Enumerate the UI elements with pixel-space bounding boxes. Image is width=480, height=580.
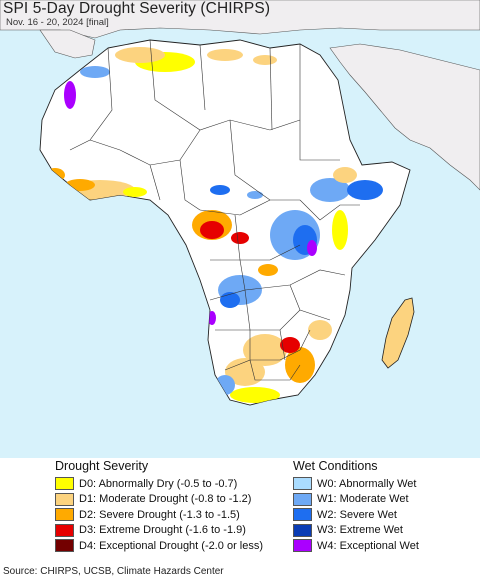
iberia-landmass <box>39 29 96 59</box>
africa-map <box>0 0 480 406</box>
drought-legend-title: Drought Severity <box>55 459 149 473</box>
anomaly-patch <box>115 47 165 63</box>
anomaly-patch <box>307 240 317 256</box>
legend-item-w4: W4: Exceptional Wet <box>293 538 419 554</box>
legend-item-d1: D1: Moderate Drought (-0.8 to -1.2) <box>55 492 263 508</box>
legend-label: D0: Abnormally Dry (-0.5 to -0.7) <box>79 477 238 490</box>
drought-legend: Drought Severity D0: Abnormally Dry (-0.… <box>55 459 263 554</box>
legend-swatch <box>293 477 312 491</box>
legend-swatch <box>55 492 74 506</box>
wet-legend-title: Wet Conditions <box>293 459 378 473</box>
legend-label: W2: Severe Wet <box>317 508 397 521</box>
legend-swatch <box>55 523 74 537</box>
madagascar-landmass <box>381 297 415 369</box>
anomaly-patch <box>308 320 332 340</box>
legend-swatch <box>55 508 74 522</box>
anomaly-patch <box>243 334 287 366</box>
anomaly-patch <box>80 66 110 78</box>
legend-item-d4: D4: Exceptional Drought (-2.0 or less) <box>55 538 263 554</box>
anomaly-patch <box>332 210 348 250</box>
legend-label: W0: Abnormally Wet <box>317 477 417 490</box>
legend-label: D4: Exceptional Drought (-2.0 or less) <box>79 539 264 552</box>
legend-item-w1: W1: Moderate Wet <box>293 492 419 508</box>
legend-swatch <box>293 523 312 537</box>
legend-swatch <box>293 508 312 522</box>
legend-label: W3: Extreme Wet <box>317 524 403 537</box>
anomaly-patch <box>333 167 357 183</box>
anomaly-patch <box>247 191 263 199</box>
legend-swatch <box>293 492 312 506</box>
anomaly-patch <box>210 185 230 195</box>
anomaly-patch <box>45 168 65 182</box>
legend-swatch <box>55 539 74 553</box>
legend-swatch <box>55 477 74 491</box>
legend-label: D3: Extreme Drought (-1.6 to -1.9) <box>79 524 246 537</box>
anomaly-patch <box>64 81 76 109</box>
legend-swatch <box>293 539 312 553</box>
anomaly-patch <box>258 264 278 276</box>
anomaly-patch <box>208 311 216 325</box>
europe-landmass <box>0 0 480 39</box>
anomaly-patch <box>347 180 383 200</box>
legend-item-w2: W2: Severe Wet <box>293 507 419 523</box>
anomaly-patch <box>310 178 350 202</box>
anomaly-patch <box>231 232 249 244</box>
anomaly-patch <box>253 55 277 65</box>
map-title: SPI 5-Day Drought Severity (CHIRPS) <box>3 0 271 17</box>
legend-item-w0: W0: Abnormally Wet <box>293 476 419 492</box>
anomaly-patch <box>280 337 300 353</box>
legend-item-d0: D0: Abnormally Dry (-0.5 to -0.7) <box>55 476 263 492</box>
middle-east-landmass <box>329 43 480 191</box>
legend-item-d2: D2: Severe Drought (-1.3 to -1.5) <box>55 507 263 523</box>
legend-label: W4: Exceptional Wet <box>317 539 419 552</box>
anomaly-layer <box>45 47 383 403</box>
source-credit: Source: CHIRPS, UCSB, Climate Hazards Ce… <box>3 566 224 577</box>
country-borders <box>69 39 360 381</box>
anomaly-patch <box>123 187 147 197</box>
map-subtitle: Nov. 16 - 20, 2024 [final] <box>6 17 109 28</box>
legend-label: D1: Moderate Drought (-0.8 to -1.2) <box>79 493 252 506</box>
legend-label: W1: Moderate Wet <box>317 493 409 506</box>
legend-label: D2: Severe Drought (-1.3 to -1.5) <box>79 508 240 521</box>
anomaly-patch <box>230 387 280 403</box>
anomaly-patch <box>200 221 224 239</box>
legend-item-w3: W3: Extreme Wet <box>293 523 419 539</box>
anomaly-patch <box>207 49 243 61</box>
legend-item-d3: D3: Extreme Drought (-1.6 to -1.9) <box>55 523 263 539</box>
wet-legend: Wet Conditions W0: Abnormally Wet W1: Mo… <box>293 459 419 554</box>
map-panel: SPI 5-Day Drought Severity (CHIRPS) Nov.… <box>0 0 480 458</box>
